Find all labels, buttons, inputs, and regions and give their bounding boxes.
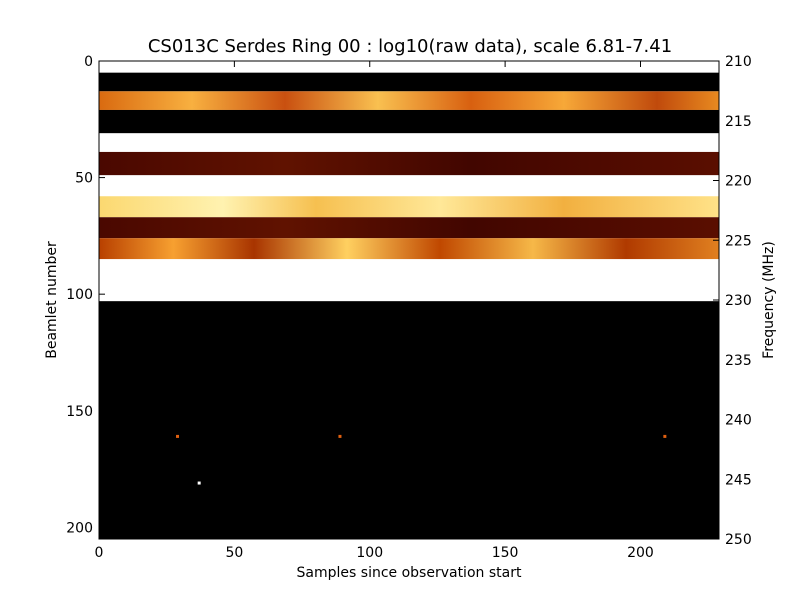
y2-tick-label: 250 bbox=[725, 532, 752, 548]
chart-title: CS013C Serdes Ring 00 : log10(raw data),… bbox=[148, 36, 672, 57]
y2-tick-label: 245 bbox=[725, 472, 752, 488]
heatmap-band bbox=[99, 133, 719, 152]
y-tick-label: 150 bbox=[66, 404, 93, 420]
y2-tick-label: 240 bbox=[725, 413, 752, 429]
x-tick-label: 0 bbox=[95, 545, 104, 561]
heatmap-band bbox=[99, 217, 719, 239]
y-axis-label: Beamlet number bbox=[44, 241, 60, 359]
heatmap-band bbox=[99, 175, 719, 197]
x-axis: 0 50 100 150 200 bbox=[95, 61, 654, 561]
y2-tick-label: 220 bbox=[725, 174, 752, 190]
heatmap-band bbox=[99, 301, 719, 539]
heatmap-area bbox=[99, 61, 719, 539]
y2-tick-label: 225 bbox=[725, 233, 752, 249]
hot-pixel bbox=[176, 434, 180, 438]
x-tick-label: 150 bbox=[492, 545, 519, 561]
heatmap-band bbox=[99, 238, 719, 260]
heatmap-band bbox=[99, 61, 719, 73]
x-tick-label: 100 bbox=[356, 545, 383, 561]
y2-tick-label: 210 bbox=[725, 54, 752, 70]
y-axis: 0 50 100 150 200 bbox=[66, 54, 105, 536]
y2-axis-label: Frequency (MHz) bbox=[761, 241, 777, 359]
heatmap-band bbox=[99, 72, 719, 92]
hot-pixel bbox=[197, 481, 201, 485]
hot-pixel bbox=[663, 434, 667, 438]
heatmap-band bbox=[99, 109, 719, 134]
heatmap-band bbox=[99, 91, 719, 110]
y2-tick-label: 215 bbox=[725, 114, 752, 130]
y2-tick-label: 230 bbox=[725, 293, 752, 309]
heatmap-band bbox=[99, 196, 719, 218]
y2-axis: 210 215 220 225 230 235 240 245 250 bbox=[713, 54, 752, 548]
y-tick-label: 200 bbox=[66, 520, 93, 536]
y-tick-label: 50 bbox=[75, 171, 93, 187]
hot-pixel bbox=[338, 434, 342, 438]
y-tick-label: 0 bbox=[84, 54, 93, 70]
x-tick-label: 50 bbox=[225, 545, 243, 561]
heatmap-band bbox=[99, 151, 719, 176]
x-tick-label: 200 bbox=[627, 545, 654, 561]
y-tick-label: 100 bbox=[66, 287, 93, 303]
y2-tick-label: 235 bbox=[725, 353, 752, 369]
x-axis-label: Samples since observation start bbox=[297, 565, 522, 581]
heatmap-band bbox=[99, 259, 719, 302]
